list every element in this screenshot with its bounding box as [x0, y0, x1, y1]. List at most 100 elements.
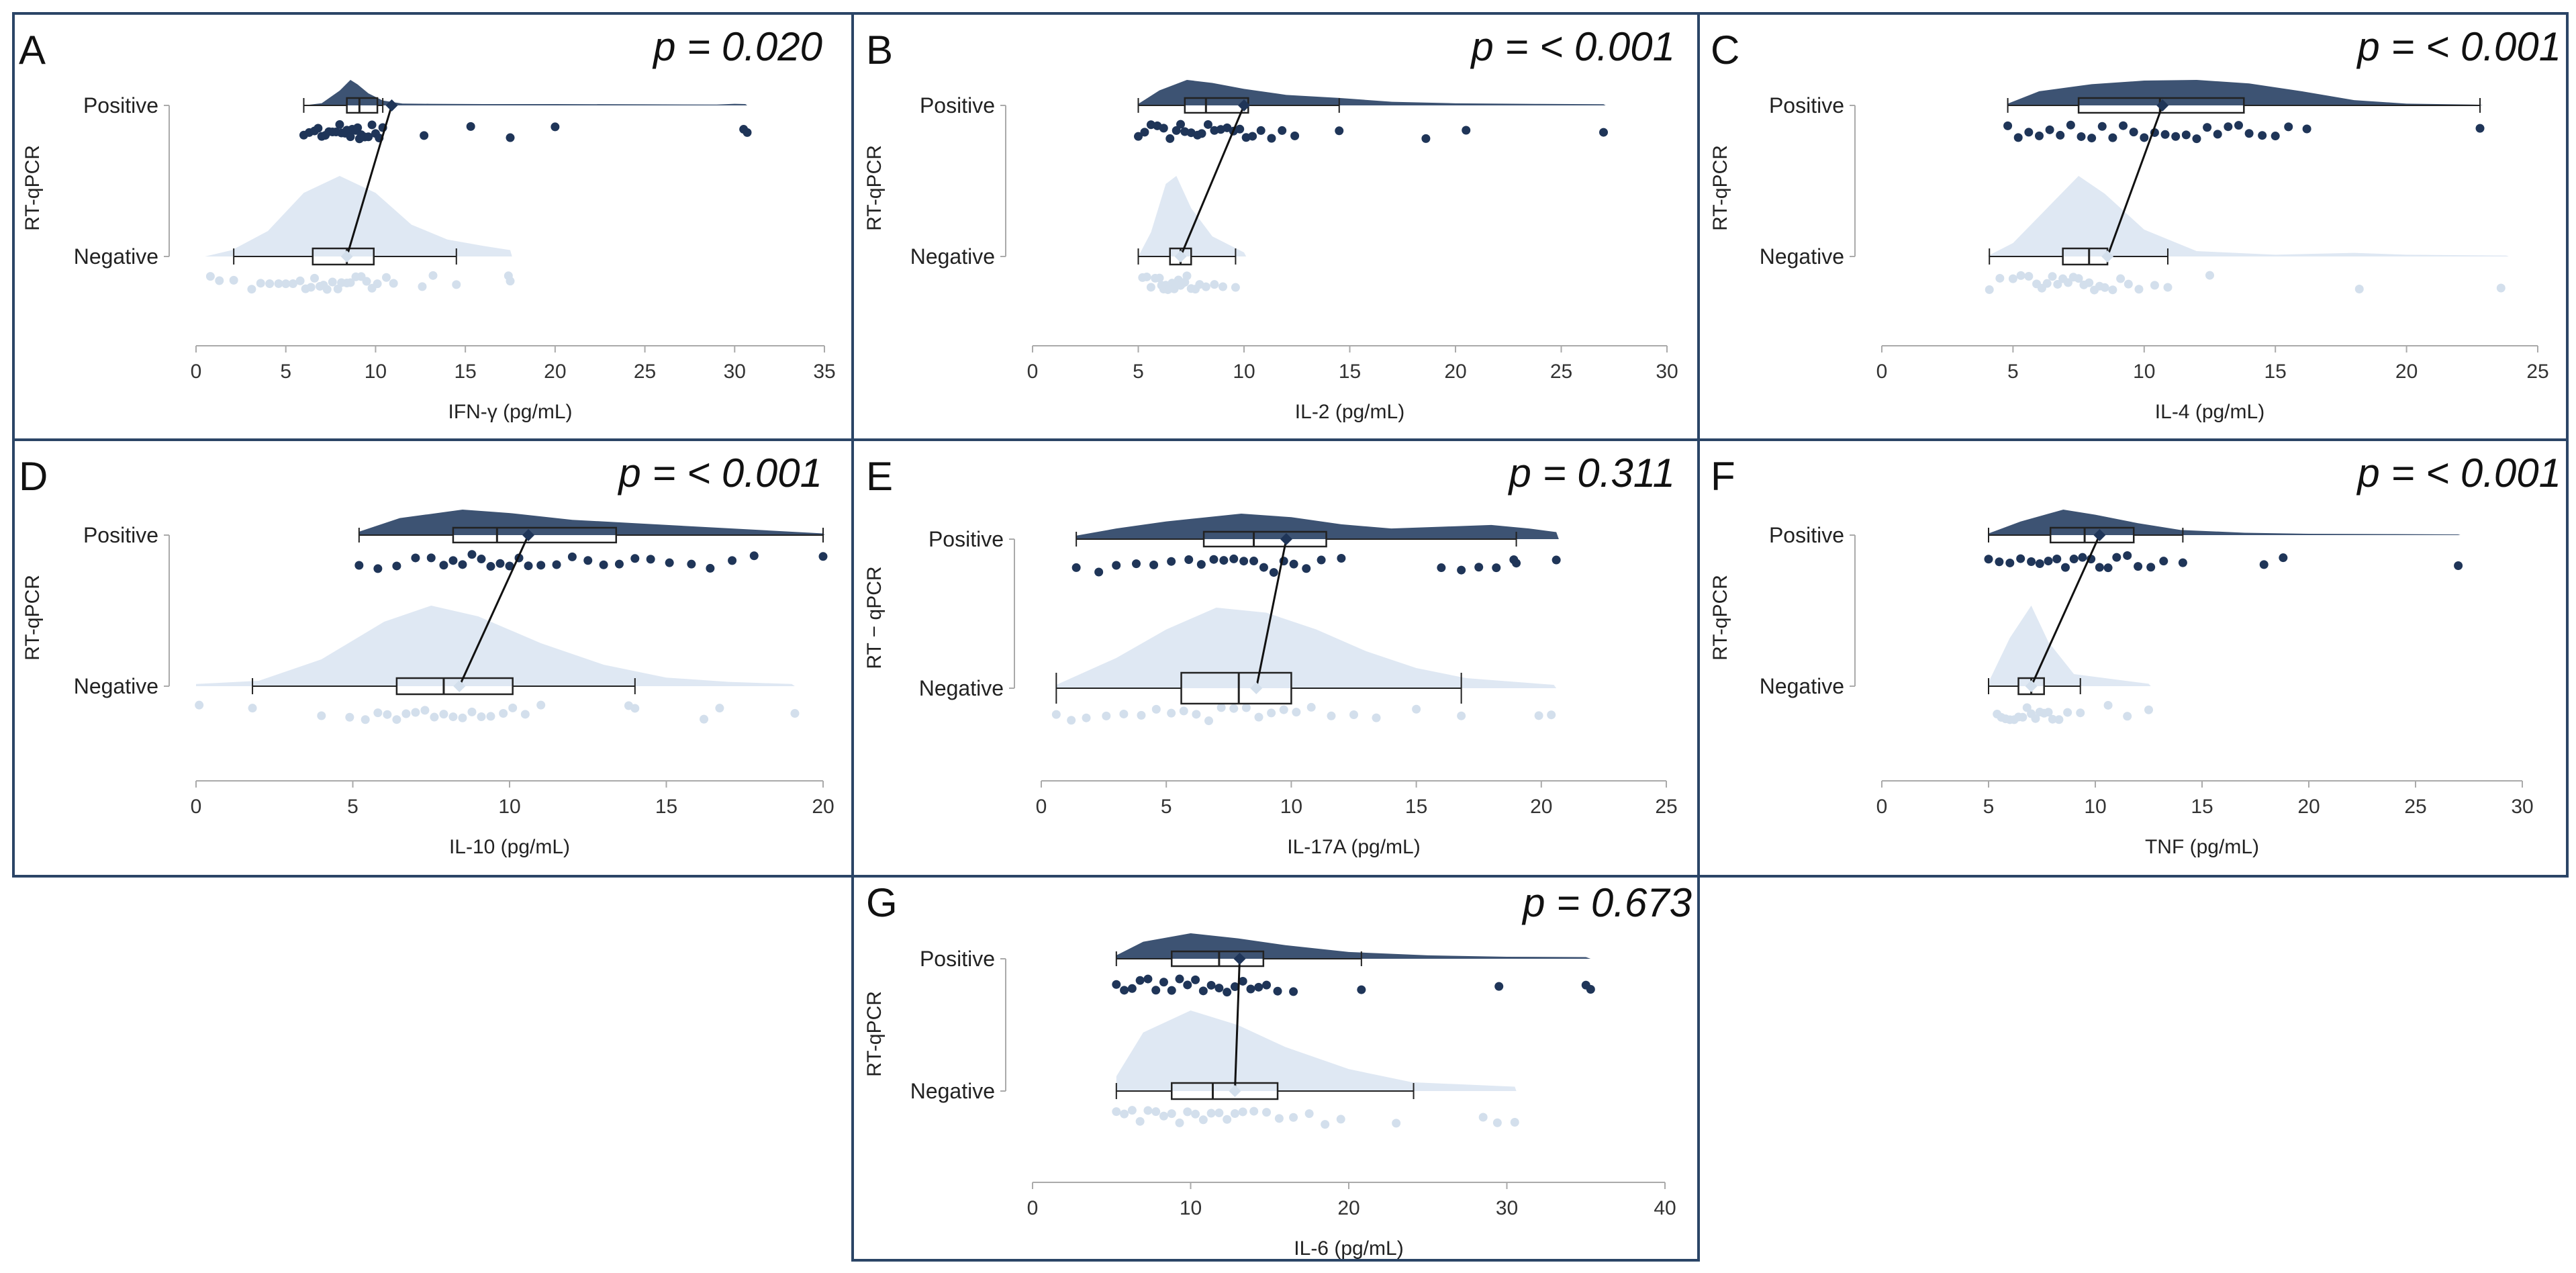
data-point-negative — [265, 279, 275, 289]
category-label-positive: Positive — [920, 93, 995, 117]
x-tick-label: 40 — [1654, 1197, 1676, 1219]
box-positive — [452, 526, 618, 544]
x-axis-label: IL-4 (pg/mL) — [2155, 401, 2264, 423]
data-point-positive — [2258, 131, 2267, 140]
data-point-negative — [418, 282, 427, 291]
data-point-negative — [508, 703, 518, 712]
x-tick-label: 30 — [724, 361, 746, 383]
data-point-negative — [2063, 708, 2072, 717]
data-point-positive — [1209, 555, 1219, 564]
data-point-negative — [1274, 1114, 1284, 1123]
p-value: p = 0.311 — [1508, 451, 1675, 496]
data-point-negative — [520, 710, 530, 719]
data-point-negative — [1155, 273, 1164, 283]
panel-letter: E — [866, 454, 893, 499]
mean-marker-positive — [1238, 99, 1250, 111]
x-tick-label: 5 — [1983, 796, 1995, 818]
data-point-positive — [2284, 122, 2293, 132]
category-label-negative: Negative — [74, 674, 158, 698]
panel-frame — [851, 875, 1700, 1262]
data-point-positive — [2044, 557, 2053, 566]
data-point-negative — [1082, 713, 1091, 722]
x-tick-label: 0 — [1876, 796, 1888, 818]
p-value: p = < 0.001 — [1470, 24, 1675, 69]
data-point-negative — [2031, 714, 2040, 723]
data-point-positive — [1132, 559, 1141, 569]
data-point-positive — [1262, 980, 1272, 990]
data-point-positive — [646, 555, 655, 564]
y-axis-label: RT-qPCR — [21, 575, 44, 661]
data-point-positive — [411, 553, 420, 563]
data-point-positive — [2134, 562, 2143, 571]
data-point-positive — [1278, 126, 1287, 135]
x-tick-label: 20 — [2297, 796, 2320, 818]
data-point-positive — [2234, 121, 2243, 130]
data-point-negative — [1267, 708, 1276, 718]
data-point-negative — [1321, 1120, 1330, 1129]
x-tick-label: 20 — [1337, 1197, 1359, 1219]
box-negative — [395, 677, 514, 696]
data-point-negative — [373, 708, 383, 718]
data-point-positive — [2056, 130, 2065, 140]
data-point-positive — [2129, 128, 2138, 137]
data-point-negative — [1127, 1106, 1137, 1115]
data-point-positive — [536, 561, 546, 570]
data-point-negative — [1206, 1109, 1216, 1118]
data-point-positive — [354, 561, 364, 570]
mean-marker-negative — [340, 250, 353, 263]
data-point-negative — [1392, 1119, 1401, 1128]
data-point-positive — [2045, 125, 2054, 134]
data-point-positive — [1197, 129, 1206, 138]
data-point-positive — [1159, 124, 1168, 133]
data-point-negative — [1238, 1107, 1247, 1117]
data-point-positive — [1317, 555, 1326, 565]
data-point-positive — [346, 132, 355, 142]
data-point-positive — [551, 122, 560, 132]
p-value: p = < 0.001 — [617, 451, 822, 496]
panel-letter: C — [1711, 28, 1739, 73]
x-tick-label: 25 — [1655, 796, 1677, 818]
data-point-positive — [1149, 560, 1159, 569]
data-point-positive — [1196, 560, 1206, 569]
panel-letter: B — [866, 28, 893, 73]
y-axis-label: RT-qPCR — [1709, 575, 1731, 661]
data-point-positive — [1256, 126, 1266, 135]
mean-marker-negative — [453, 680, 466, 692]
data-point-positive — [1230, 982, 1239, 992]
data-point-positive — [2034, 131, 2044, 140]
data-point-negative — [1217, 703, 1226, 712]
data-point-positive — [2244, 129, 2254, 138]
data-point-positive — [505, 561, 514, 571]
data-point-positive — [743, 128, 752, 137]
data-point-negative — [2134, 285, 2144, 294]
data-point-positive — [2013, 133, 2023, 142]
mean-connector — [1255, 538, 1288, 689]
data-point-negative — [428, 271, 438, 280]
density-positive — [1116, 933, 1591, 959]
data-point-negative — [1241, 703, 1251, 712]
data-point-negative — [2063, 278, 2072, 287]
data-point-negative — [1231, 283, 1240, 292]
panel-letter: G — [866, 880, 898, 925]
data-point-positive — [1176, 120, 1185, 129]
mean-connector — [2106, 105, 2164, 257]
x-tick-label: 0 — [191, 796, 202, 818]
data-point-positive — [1259, 563, 1268, 572]
mean-marker-negative — [1250, 682, 1263, 694]
density-positive — [303, 80, 748, 105]
data-point-positive — [552, 560, 561, 569]
x-tick-label: 5 — [1133, 361, 1144, 383]
data-point-negative — [477, 712, 486, 721]
data-point-positive — [2052, 555, 2062, 564]
data-point-positive — [706, 563, 715, 573]
density-negative — [1989, 606, 2151, 686]
data-point-positive — [2178, 558, 2187, 567]
data-point-negative — [1262, 1108, 1272, 1117]
category-label-positive: Positive — [920, 947, 995, 971]
data-point-positive — [1457, 565, 1466, 575]
mean-marker-positive — [522, 529, 535, 541]
data-point-positive — [467, 550, 477, 559]
data-point-positive — [458, 560, 467, 569]
mean-marker-negative — [1229, 1085, 1241, 1097]
